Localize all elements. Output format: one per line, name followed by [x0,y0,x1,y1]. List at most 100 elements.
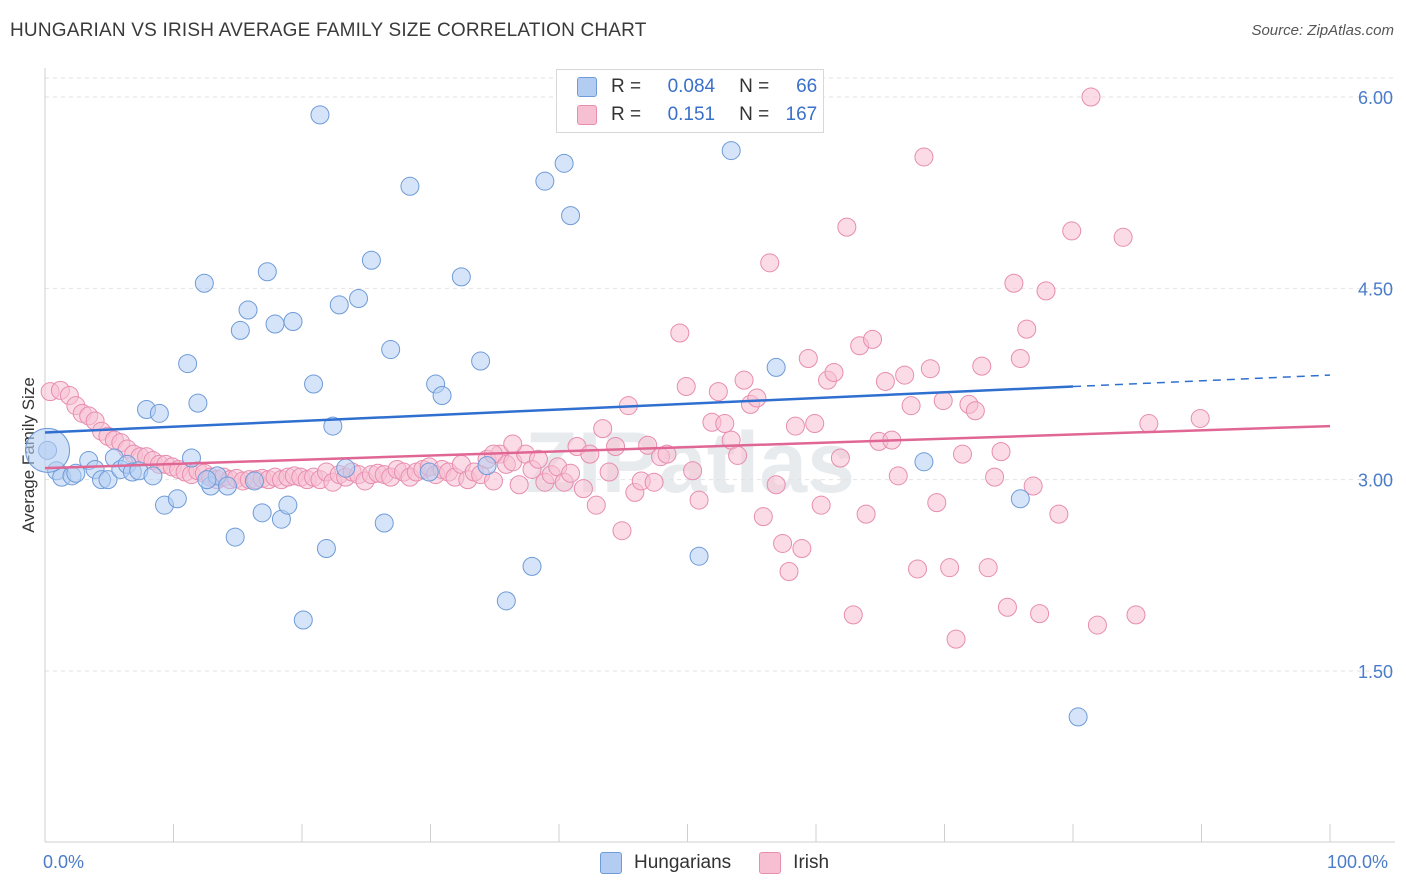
source-credit: Source: ZipAtlas.com [1251,22,1394,39]
hungarian-point [197,470,217,490]
hungarian-point [278,495,298,515]
legend-item-irish[interactable]: Irish [759,852,829,874]
trend-lines [44,374,1331,470]
irish-point [670,323,690,343]
hungarian-point [238,300,258,320]
irish-point [952,444,972,464]
x-tick-label-min: 0.0% [43,852,85,872]
hungarian-point [310,105,330,125]
irish-point [901,396,921,416]
hungarian-point [432,385,452,405]
irish-point [586,495,606,515]
irish-series [40,87,1210,649]
irish-point [1113,227,1133,247]
hungarian-point [329,295,349,315]
irish-point [528,449,548,469]
hungarian-point [419,462,439,482]
hungarian-point [914,452,934,472]
irish-point [644,472,664,492]
irish-point [657,444,677,464]
irish-point [843,605,863,625]
irish-point [734,370,754,390]
irish-point [914,147,934,167]
legend-label-hungarians: Hungarians [634,852,732,873]
irish-point [1049,504,1069,524]
y-tick-label: 4.50 [1358,279,1393,299]
irish-point [689,490,709,510]
hungarian-point [374,513,394,533]
irish-point [875,371,895,391]
legend-r-label: R = [611,76,642,97]
irish-point [561,463,581,483]
irish-point [895,365,915,385]
irish-legend-swatch [759,852,782,874]
hungarian-point [149,403,169,423]
legend-item-hungarians[interactable]: Hungarians [600,852,731,874]
irish-point [863,329,883,349]
hungarian-point [304,374,324,394]
hungarian-point [336,458,356,478]
legend-label-irish: Irish [793,852,830,873]
hungarian-point [554,153,574,173]
hungarian-point [400,176,420,196]
irish-point [773,533,793,553]
legend-n-value: 66 [796,76,818,97]
hungarian-point [225,527,245,547]
hungarian-legend-swatch [600,852,622,874]
y-tick-label: 1.50 [1358,662,1393,682]
irish-point [760,253,780,273]
irish-point [1004,273,1024,293]
irish-point [1087,615,1107,635]
irish-point [683,461,703,481]
irish-point [856,504,876,524]
irish-point [1081,87,1101,107]
hungarian-trend-extension [1072,374,1331,388]
irish-point [593,419,613,439]
legend-r-value: 0.151 [667,104,716,125]
hungarian-point [721,141,741,161]
irish-point [715,414,735,434]
irish-point [965,401,985,421]
hungarian-point [561,206,581,226]
x-tick-label-max: 100.0% [1327,852,1389,872]
hungarian-point [217,476,237,496]
irish-point [785,416,805,436]
series-legend: Hungarians Irish [600,852,857,874]
hungarian-point [194,273,214,293]
irish-point [830,448,850,468]
hungarian-point [252,503,272,523]
hungarian-point [535,171,555,191]
irish-point [811,495,831,515]
irish-point [753,507,773,527]
hungarian-point [1068,707,1088,727]
irish-point [612,521,632,541]
chart-title: HUNGARIAN VS IRISH AVERAGE FAMILY SIZE C… [10,20,647,41]
irish-point [1030,604,1050,624]
hungarian-point [283,311,303,331]
irish-point [946,629,966,649]
hungarian-point [293,610,313,630]
hungarian-point [381,340,401,360]
irish-point [606,437,626,457]
hungarian-swatch [577,77,597,97]
irish-point [766,475,786,495]
hungarian-point [230,320,250,340]
hungarian-point [178,354,198,374]
hungarian-series [25,105,1088,727]
hungarian-point [244,471,264,491]
hungarian-point [349,289,369,309]
legend-r-value: 0.084 [667,76,716,97]
irish-point [1023,476,1043,496]
hungarian-point [477,456,497,476]
legend-row-irish: R = 0.151 N = 167 [577,104,817,126]
y-tick-label: 3.00 [1358,471,1393,491]
irish-point [920,359,940,379]
hungarian-point [167,489,187,509]
irish-point [972,356,992,376]
irish-point [933,391,953,411]
hungarian-point [361,250,381,270]
irish-point [824,363,844,383]
y-tick-labels: 1.50 3.00 4.50 6.00 [1358,88,1393,682]
irish-point [908,559,928,579]
hungarian-point [257,262,277,282]
